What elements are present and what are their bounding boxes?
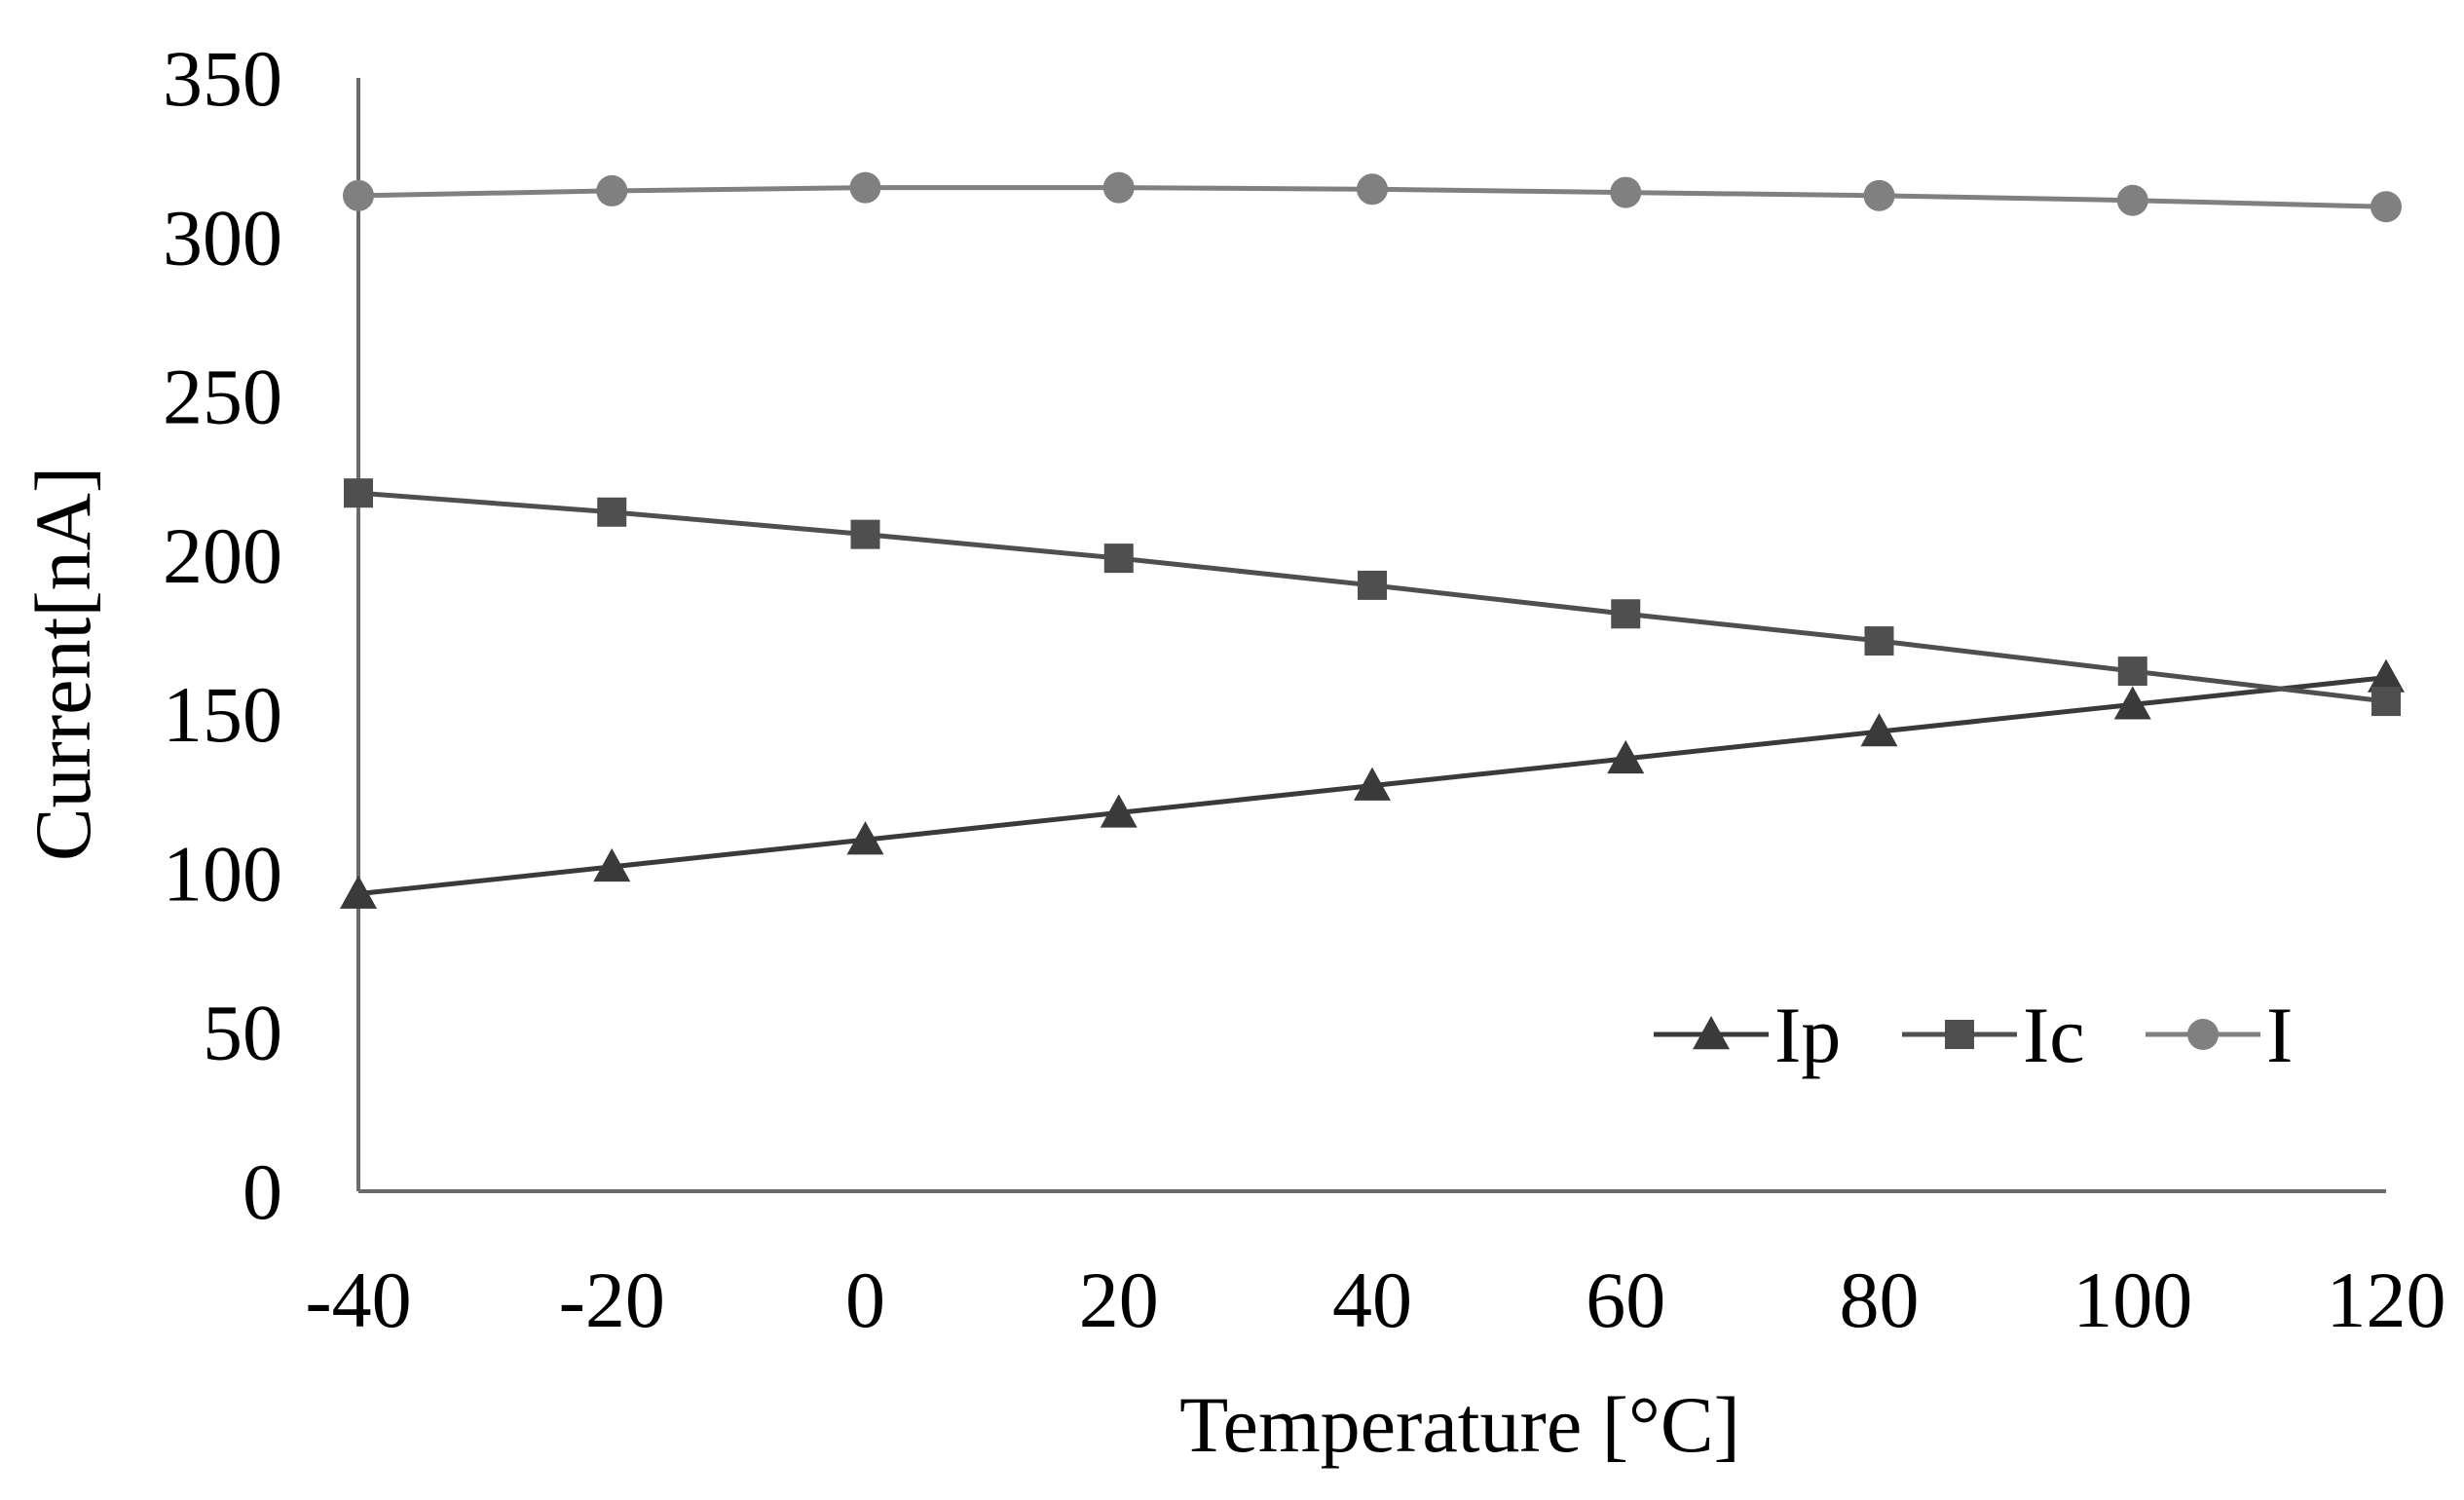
x-tick-label: 0 — [845, 1256, 885, 1344]
legend-marker-ic — [1945, 1020, 1974, 1049]
y-tick-labels: 0 50 100 150 200 250 300 350 — [163, 34, 282, 1236]
series-ip-point — [846, 821, 884, 855]
x-tick-label: -20 — [559, 1256, 665, 1344]
series-ic-point — [597, 497, 627, 527]
y-tick-label: 0 — [243, 1147, 282, 1236]
series-ic-point — [2371, 687, 2401, 717]
legend-label-ic: Ic — [2023, 991, 2085, 1079]
series-i-point — [2371, 191, 2402, 223]
series-ic-point — [344, 478, 373, 508]
legend-item-i: I — [2146, 991, 2293, 1079]
series-ic-point — [1103, 544, 1134, 574]
y-tick-label: 250 — [163, 353, 282, 441]
y-tick-label: 350 — [163, 34, 282, 123]
series-ip-point — [1354, 767, 1391, 801]
series-ip-point — [340, 875, 377, 909]
legend-item-ic: Ic — [1902, 991, 2085, 1079]
series-i-point — [2116, 184, 2148, 216]
legend-marker-ip — [1693, 1016, 1730, 1050]
series-i-point — [1102, 171, 1135, 204]
y-tick-label: 300 — [163, 193, 282, 281]
x-tick-label: 100 — [2072, 1256, 2192, 1344]
series-ip-point — [2113, 686, 2151, 720]
series-group — [340, 171, 2405, 909]
legend-marker-i — [2187, 1019, 2219, 1050]
series-ic-point — [1358, 570, 1387, 600]
x-tick-label: 80 — [1840, 1256, 1920, 1344]
series-i-point — [343, 179, 374, 211]
y-tick-label: 50 — [203, 989, 282, 1077]
x-axis-title: Temperature [°C] — [1179, 1380, 1740, 1469]
y-tick-label: 150 — [163, 670, 282, 759]
series-ic — [344, 478, 2401, 717]
series-ip-point — [2368, 658, 2405, 693]
series-i-point — [849, 171, 881, 204]
x-tick-label: 120 — [2327, 1256, 2446, 1344]
series-i-point — [596, 174, 628, 206]
series-i-point — [1357, 173, 1388, 206]
series-ip-point — [1100, 794, 1138, 828]
x-tick-labels: -40 -20 0 20 40 60 80 100 120 — [305, 1256, 2445, 1344]
series-i-point — [1610, 176, 1642, 208]
series-ip-point — [1607, 739, 1645, 774]
y-axis-title: Current[nA] — [19, 467, 107, 861]
legend: Ip Ic I — [1654, 991, 2293, 1079]
y-tick-label: 100 — [163, 829, 282, 918]
series-ip-point — [593, 847, 631, 882]
x-tick-label: 40 — [1332, 1256, 1412, 1344]
series-i — [343, 171, 2402, 223]
series-i-point — [1863, 179, 1895, 211]
axes — [356, 78, 2386, 1193]
series-ic-point — [2117, 656, 2147, 687]
y-tick-label: 200 — [163, 511, 282, 600]
series-ic-point — [1611, 599, 1641, 629]
x-tick-label: -40 — [305, 1256, 411, 1344]
series-ic-point — [1864, 626, 1894, 656]
series-ic-point — [850, 519, 880, 549]
x-tick-label: 20 — [1079, 1256, 1159, 1344]
legend-item-ip: Ip — [1654, 991, 1841, 1079]
legend-label-i: I — [2266, 991, 2293, 1079]
legend-label-ip: Ip — [1774, 991, 1841, 1079]
x-tick-label: 60 — [1586, 1256, 1665, 1344]
series-ip — [340, 658, 2405, 909]
series-ip-point — [1860, 713, 1898, 747]
